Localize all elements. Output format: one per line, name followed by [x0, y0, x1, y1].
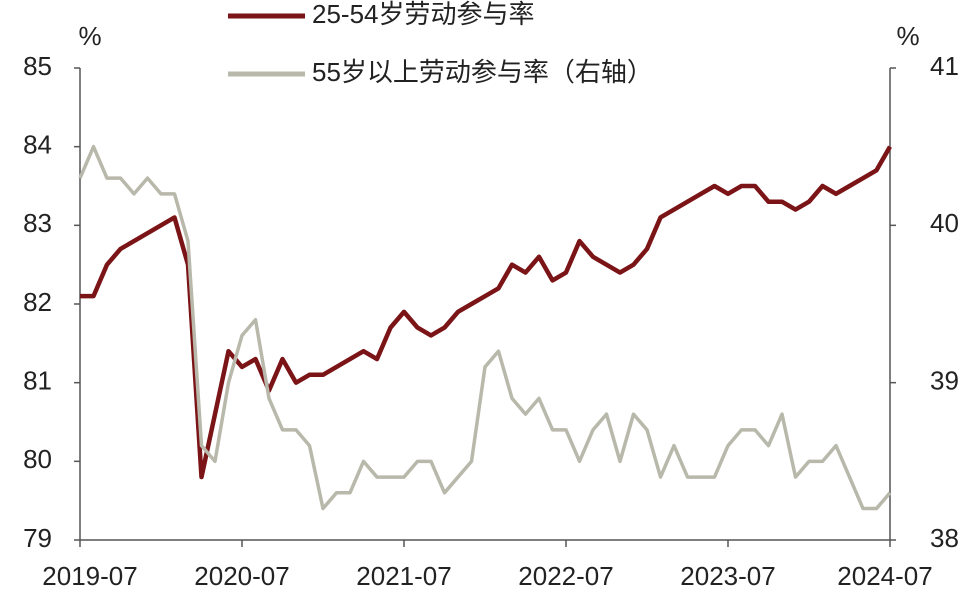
y2-tick-label: 40: [930, 208, 959, 238]
y2-unit: %: [896, 21, 919, 51]
y2-tick-label: 38: [930, 523, 959, 553]
y2-tick-label: 41: [930, 51, 959, 81]
x-tick-label: 2021-07: [356, 561, 451, 591]
y2-tick-label: 39: [930, 366, 959, 396]
series-line: [78, 144, 892, 511]
y-tick-label: 79: [23, 523, 52, 553]
y-tick-label: 84: [23, 130, 52, 160]
y-tick-label: 80: [23, 444, 52, 474]
x-tick-label: 2023-07: [680, 561, 775, 591]
y-unit: %: [78, 21, 101, 51]
y-tick-label: 85: [23, 51, 52, 81]
y-tick-label: 82: [23, 287, 52, 317]
x-tick-label: 2022-07: [518, 561, 613, 591]
y-tick-label: 81: [23, 366, 52, 396]
series-line: [80, 145, 892, 480]
y-tick-label: 83: [23, 208, 52, 238]
x-tick-label: 2019-07: [42, 561, 137, 591]
x-tick-label: 2024-07: [837, 561, 932, 591]
legend-label: 25-54岁劳动参与率: [312, 0, 535, 29]
legend-label: 55岁以上劳动参与率（右轴）: [312, 57, 653, 87]
x-tick-label: 2020-07: [194, 561, 289, 591]
